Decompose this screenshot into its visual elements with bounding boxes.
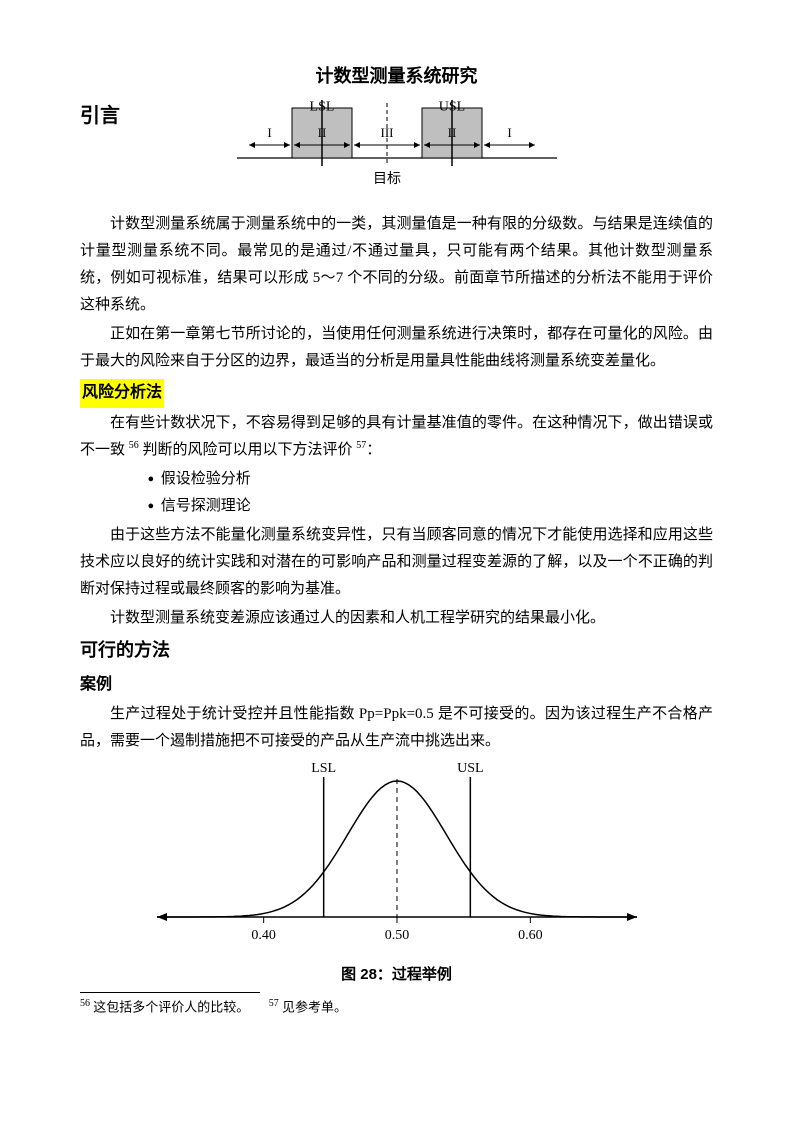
figure-28-caption: 图 28：过程举例 bbox=[80, 961, 713, 988]
paragraph-3: 在有些计数状况下，不容易得到足够的具有计量基准值的零件。在这种情况下，做出错误或… bbox=[80, 410, 713, 464]
footnote-56: 56 这包括多个评价人的比较。 57 见参考单。 bbox=[80, 995, 713, 1019]
intro-heading: 引言 bbox=[80, 98, 120, 134]
intro-row: 引言 LSLUSL目标IIIIIIIII bbox=[80, 98, 713, 203]
svg-text:II: II bbox=[447, 125, 456, 140]
paragraph-1: 计数型测量系统属于测量系统中的一类，其测量值是一种有限的分级数。与结果是连续值的… bbox=[80, 211, 713, 319]
tolerance-zone-diagram: LSLUSL目标IIIIIIIII bbox=[237, 98, 557, 203]
document-title: 计数型测量系统研究 bbox=[80, 60, 713, 92]
bullet-item-1: 假设检验分析 bbox=[148, 466, 714, 493]
svg-text:USL: USL bbox=[457, 761, 483, 776]
feasible-methods-heading: 可行的方法 bbox=[80, 634, 713, 666]
paragraph-4: 由于这些方法不能量化测量系统变异性，只有当顾客同意的情况下才能使用选择和应用这些… bbox=[80, 522, 713, 603]
paragraph-5: 计数型测量系统变差源应该通过人的因素和人机工程学研究的结果最小化。 bbox=[80, 605, 713, 632]
risk-analysis-heading: 风险分析法 bbox=[80, 379, 713, 408]
svg-text:0.50: 0.50 bbox=[384, 928, 409, 943]
svg-text:目标: 目标 bbox=[373, 171, 401, 187]
svg-text:0.40: 0.40 bbox=[251, 928, 276, 943]
svg-text:0.60: 0.60 bbox=[518, 928, 543, 943]
svg-text:III: III bbox=[380, 125, 393, 140]
svg-text:II: II bbox=[317, 125, 326, 140]
svg-text:USL: USL bbox=[438, 100, 464, 115]
process-distribution-diagram: 0.40 0.50 0.60 LSL USL bbox=[80, 757, 713, 957]
svg-text:LSL: LSL bbox=[311, 761, 336, 776]
bullet-list: 假设检验分析 信号探测理论 bbox=[148, 466, 714, 520]
case-heading: 案例 bbox=[80, 671, 713, 700]
svg-text:LSL: LSL bbox=[309, 100, 334, 115]
bullet-item-2: 信号探测理论 bbox=[148, 493, 714, 520]
paragraph-2: 正如在第一章第七节所讨论的，当使用任何测量系统进行决策时，都存在可量化的风险。由… bbox=[80, 321, 713, 375]
footnote-separator bbox=[80, 992, 260, 993]
svg-text:I: I bbox=[267, 125, 271, 140]
paragraph-6: 生产过程处于统计受控并且性能指数 Pp=Ppk=0.5 是不可接受的。因为该过程… bbox=[80, 701, 713, 755]
svg-text:I: I bbox=[507, 125, 511, 140]
